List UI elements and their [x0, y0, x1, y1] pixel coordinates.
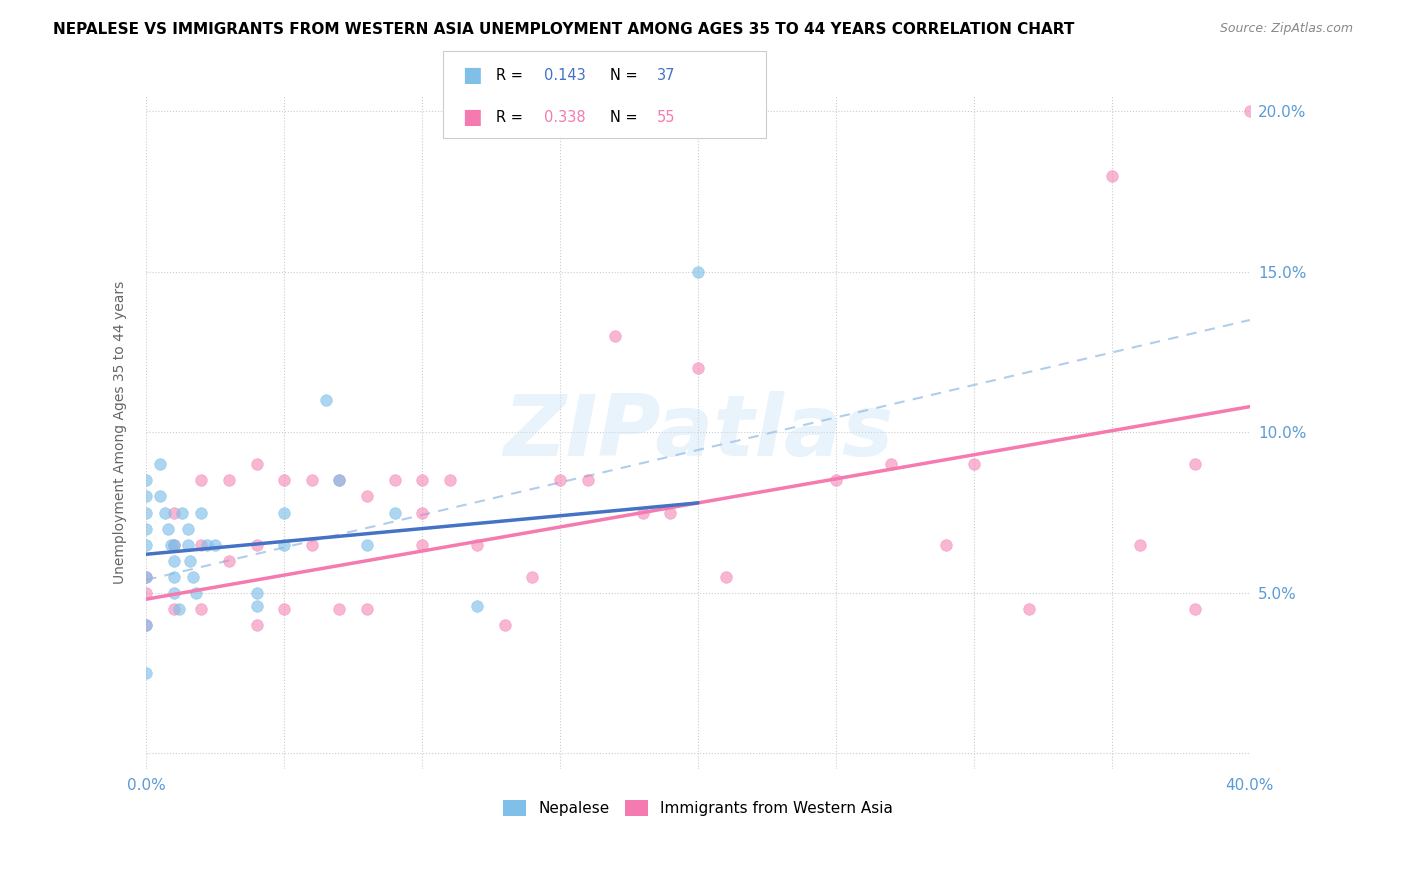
Point	[384, 506, 406, 520]
Point	[328, 602, 350, 616]
Point	[686, 361, 709, 376]
Point	[411, 474, 433, 488]
Point	[245, 458, 267, 472]
Point	[631, 506, 654, 520]
Point	[301, 538, 323, 552]
Text: 55: 55	[657, 110, 675, 125]
Point	[135, 506, 157, 520]
Point	[328, 474, 350, 488]
Point	[411, 538, 433, 552]
Point	[163, 570, 186, 584]
Point	[163, 506, 186, 520]
Point	[273, 602, 295, 616]
Point	[163, 586, 186, 600]
Point	[170, 506, 193, 520]
Point	[218, 474, 240, 488]
Point	[935, 538, 957, 552]
Point	[522, 570, 544, 584]
Point	[135, 618, 157, 632]
Point	[273, 474, 295, 488]
Text: ZIPatlas: ZIPatlas	[503, 391, 893, 474]
Point	[135, 570, 157, 584]
Legend: Nepalese, Immigrants from Western Asia: Nepalese, Immigrants from Western Asia	[498, 794, 898, 822]
Point	[576, 474, 599, 488]
Point	[301, 474, 323, 488]
Point	[1101, 169, 1123, 183]
Y-axis label: Unemployment Among Ages 35 to 44 years: Unemployment Among Ages 35 to 44 years	[114, 281, 128, 584]
Point	[273, 538, 295, 552]
Point	[181, 570, 204, 584]
Text: N =: N =	[610, 110, 643, 125]
Point	[135, 522, 157, 536]
Point	[135, 618, 157, 632]
Point	[1239, 104, 1261, 119]
Point	[190, 602, 212, 616]
Point	[686, 265, 709, 279]
Text: Source: ZipAtlas.com: Source: ZipAtlas.com	[1219, 22, 1353, 36]
Point	[245, 586, 267, 600]
Point	[273, 506, 295, 520]
Text: NEPALESE VS IMMIGRANTS FROM WESTERN ASIA UNEMPLOYMENT AMONG AGES 35 TO 44 YEARS : NEPALESE VS IMMIGRANTS FROM WESTERN ASIA…	[53, 22, 1074, 37]
Text: ■: ■	[463, 65, 482, 86]
Point	[328, 474, 350, 488]
Point	[135, 490, 157, 504]
Point	[245, 618, 267, 632]
Text: N =: N =	[610, 68, 643, 83]
Point	[163, 538, 186, 552]
Point	[163, 554, 186, 568]
Point	[245, 599, 267, 613]
Point	[384, 474, 406, 488]
Point	[176, 522, 198, 536]
Point	[184, 586, 207, 600]
Point	[411, 506, 433, 520]
Point	[179, 554, 201, 568]
Point	[465, 599, 488, 613]
Point	[163, 602, 186, 616]
Point	[494, 618, 516, 632]
Text: R =: R =	[496, 68, 527, 83]
Point	[169, 602, 191, 616]
Point	[135, 538, 157, 552]
Point	[659, 506, 682, 520]
Point	[605, 329, 627, 343]
Point	[163, 538, 186, 552]
Point	[465, 538, 488, 552]
Text: ■: ■	[463, 107, 482, 128]
Point	[356, 538, 378, 552]
Point	[160, 538, 183, 552]
Point	[1184, 458, 1206, 472]
Point	[825, 474, 848, 488]
Point	[548, 474, 571, 488]
Point	[149, 458, 172, 472]
Point	[176, 538, 198, 552]
Point	[157, 522, 180, 536]
Point	[135, 570, 157, 584]
Text: 37: 37	[657, 68, 675, 83]
Point	[190, 538, 212, 552]
Point	[439, 474, 461, 488]
Point	[204, 538, 226, 552]
Point	[155, 506, 177, 520]
Point	[245, 538, 267, 552]
Point	[356, 602, 378, 616]
Point	[1018, 602, 1040, 616]
Text: 0.143: 0.143	[544, 68, 586, 83]
Text: 0.338: 0.338	[544, 110, 586, 125]
Point	[880, 458, 903, 472]
Point	[190, 474, 212, 488]
Point	[714, 570, 737, 584]
Point	[356, 490, 378, 504]
Point	[1184, 602, 1206, 616]
Point	[135, 586, 157, 600]
Point	[190, 506, 212, 520]
Point	[963, 458, 986, 472]
Text: R =: R =	[496, 110, 527, 125]
Point	[135, 666, 157, 681]
Point	[1128, 538, 1150, 552]
Point	[315, 393, 337, 408]
Point	[135, 474, 157, 488]
Point	[218, 554, 240, 568]
Point	[195, 538, 218, 552]
Point	[149, 490, 172, 504]
